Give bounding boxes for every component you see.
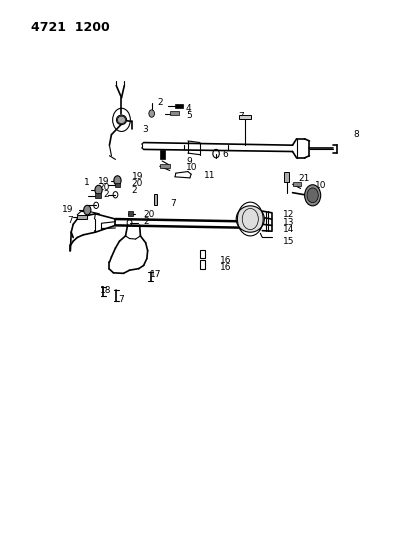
Bar: [284, 172, 288, 182]
Text: 19: 19: [131, 172, 143, 181]
Bar: [175, 104, 183, 108]
Bar: [200, 249, 205, 258]
Text: 11: 11: [204, 171, 215, 180]
Bar: [115, 183, 120, 188]
Text: 1: 1: [84, 177, 89, 187]
Text: 16: 16: [220, 256, 232, 265]
Text: 2: 2: [104, 190, 109, 199]
Text: 12: 12: [282, 211, 294, 219]
Bar: [200, 260, 205, 269]
Bar: [170, 111, 179, 115]
Text: 3: 3: [142, 125, 148, 134]
Circle shape: [114, 176, 121, 185]
Bar: [160, 150, 164, 159]
Bar: [95, 193, 101, 198]
Text: 13: 13: [282, 217, 294, 227]
Text: 10: 10: [186, 163, 197, 172]
Ellipse shape: [236, 206, 264, 232]
Text: 14: 14: [282, 225, 294, 234]
Circle shape: [95, 185, 102, 195]
Bar: [77, 215, 87, 219]
Text: 2: 2: [131, 186, 137, 195]
Ellipse shape: [118, 116, 126, 124]
Circle shape: [149, 110, 155, 117]
Text: 6: 6: [222, 150, 228, 159]
Text: 2: 2: [144, 217, 149, 226]
Text: 2: 2: [157, 99, 162, 108]
Text: 7: 7: [67, 215, 73, 224]
Text: 5: 5: [186, 111, 192, 119]
Text: 16: 16: [220, 263, 232, 272]
Bar: [154, 193, 157, 205]
Bar: [160, 164, 170, 168]
Text: 4721  1200: 4721 1200: [31, 21, 110, 34]
Text: 17: 17: [150, 270, 162, 279]
Text: 15: 15: [282, 237, 294, 246]
Text: 21: 21: [299, 174, 310, 183]
Circle shape: [84, 205, 91, 215]
Ellipse shape: [116, 115, 126, 125]
Text: 9: 9: [186, 157, 192, 166]
Text: 9: 9: [315, 189, 320, 198]
Text: 19: 19: [62, 205, 73, 214]
Text: 10: 10: [315, 181, 326, 190]
Text: 7: 7: [170, 199, 175, 208]
Text: 18: 18: [100, 286, 111, 295]
Text: 7: 7: [119, 295, 124, 304]
Bar: [128, 211, 133, 216]
Circle shape: [305, 185, 321, 206]
Text: 8: 8: [353, 130, 359, 139]
Text: 7: 7: [239, 112, 244, 120]
Bar: [293, 182, 301, 187]
Text: 20: 20: [144, 211, 155, 219]
Text: 20: 20: [131, 179, 143, 188]
Text: 19: 19: [98, 176, 109, 185]
Text: 20: 20: [98, 183, 109, 192]
Text: 4: 4: [186, 104, 191, 113]
Bar: [239, 115, 251, 119]
Circle shape: [307, 188, 318, 203]
